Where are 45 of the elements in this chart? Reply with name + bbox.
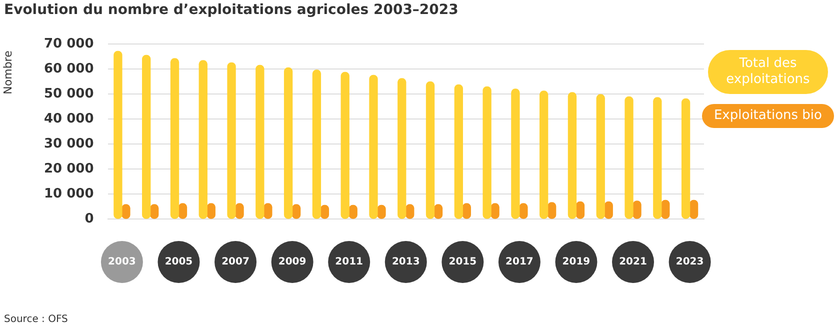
bar: [482, 86, 492, 219]
text: Total des exploitations: [708, 50, 828, 94]
x-tick-label: 2011: [335, 256, 364, 268]
x-tick-label: 2015: [448, 256, 477, 268]
bar: [596, 94, 605, 219]
bar: [256, 64, 264, 219]
x-tick-label: 2009: [278, 256, 306, 268]
bar: [511, 88, 520, 219]
x-tick-label: 2023: [676, 256, 704, 268]
x-tick-label: 2017: [506, 256, 534, 268]
y-tick-label: 0: [84, 211, 94, 226]
y-tick-label: 60 000: [44, 61, 94, 76]
bar: [170, 58, 180, 219]
x-tick-label: 2003: [108, 256, 136, 268]
bar: [568, 92, 577, 219]
bar: [653, 97, 662, 219]
y-tick-label: 30 000: [44, 136, 94, 152]
bar: [142, 54, 151, 219]
bar: [340, 72, 350, 219]
y-tick-label: 10 000: [44, 186, 94, 202]
bar: [398, 78, 406, 219]
text: Exploitations bio: [702, 104, 834, 128]
x-tick-label: 2021: [619, 256, 647, 268]
bar: [312, 70, 322, 219]
y-tick-label: 70 000: [44, 36, 94, 52]
source-note: Source : OFS: [4, 314, 68, 325]
bar: [681, 98, 690, 219]
y-tick-label: 20 000: [44, 161, 94, 176]
bar: [227, 62, 236, 219]
bar: [454, 84, 463, 219]
bar: [198, 60, 208, 219]
bar: [540, 90, 548, 219]
y-tick-label: 40 000: [44, 111, 94, 126]
y-axis-title: Nombre: [1, 50, 14, 94]
bar: [369, 74, 378, 219]
bar: [284, 67, 293, 219]
x-tick-label: 2013: [392, 256, 420, 268]
bar: [624, 96, 634, 219]
bar: [426, 81, 435, 219]
chart-title: Evolution du nombre d’exploitations agricoles 2003–2023: [4, 2, 458, 18]
bar: [114, 50, 122, 219]
x-tick-label: 2007: [222, 256, 250, 268]
x-tick-label: 2005: [164, 256, 193, 268]
x-tick-label: 2019: [562, 256, 590, 268]
y-tick-label: 50 000: [44, 86, 94, 102]
